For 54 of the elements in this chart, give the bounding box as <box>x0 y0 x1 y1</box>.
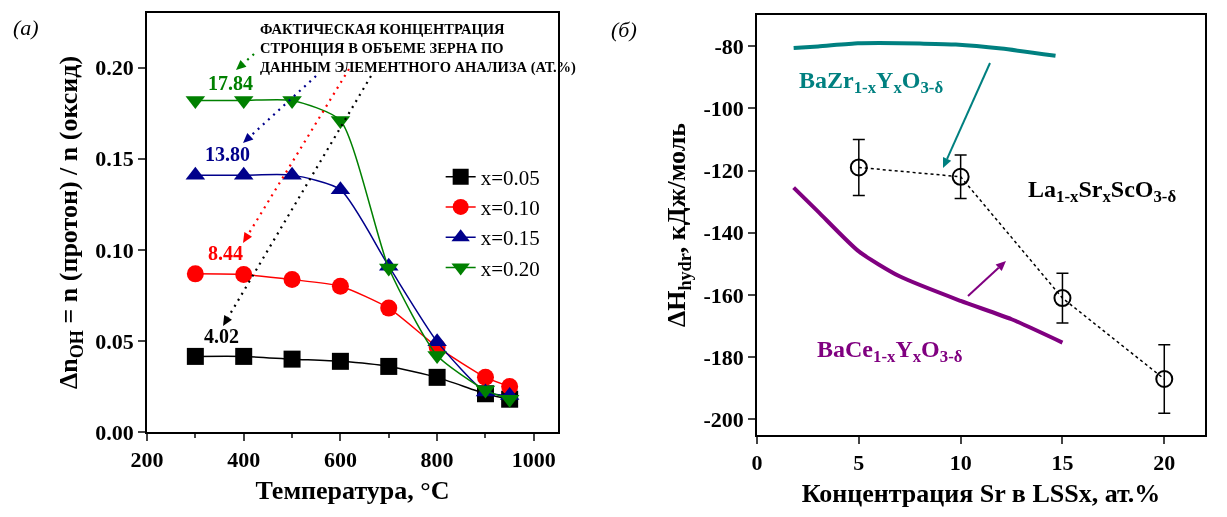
point <box>283 271 301 289</box>
annotation: 4.02 <box>204 325 239 347</box>
point <box>849 158 868 177</box>
series-label: BaZr$_{1-x}$Y$_{x}$O$_{3-δ}$ <box>799 67 944 98</box>
y-tick-label: 0.15 <box>95 146 134 172</box>
x-tick-label: 800 <box>420 447 454 473</box>
y-tick-label: 0.05 <box>95 328 134 354</box>
y-tick-label: -140 <box>703 220 744 246</box>
point <box>380 357 398 375</box>
point <box>1053 289 1072 308</box>
line-series <box>791 41 1058 58</box>
point <box>380 299 398 317</box>
text: (б) <box>611 17 637 42</box>
x-tick-label: 1000 <box>511 447 556 473</box>
point <box>186 347 204 365</box>
annotation: 8.44 <box>208 242 243 264</box>
y-tick-label: -120 <box>703 158 744 184</box>
x-axis-title: Температура, °C <box>255 476 450 506</box>
x-tick-label: 15 <box>1051 450 1074 476</box>
y-tick-label: -180 <box>703 344 744 370</box>
annotation: 13.80 <box>205 143 250 165</box>
point <box>428 368 446 386</box>
x-tick-label: 0 <box>751 450 763 476</box>
series-label: La$_{1-x}$Sr$_{x}$ScO$_{3-δ}$ <box>1028 176 1177 207</box>
y-tick-label: -100 <box>703 96 744 122</box>
series-label: BaCe$_{1-x}$Y$_{x}$O$_{3-δ}$ <box>817 336 963 367</box>
x-tick-label: 10 <box>949 450 972 476</box>
point <box>331 352 349 370</box>
point <box>476 368 494 386</box>
legend-label: x=0.05 <box>480 165 540 190</box>
y-tick-label: -80 <box>714 33 744 59</box>
legend-label: x=0.10 <box>480 196 540 221</box>
point <box>283 350 301 368</box>
y-tick-label: -160 <box>703 282 744 308</box>
x-tick-label: 600 <box>323 447 357 473</box>
x-axis-title: Концентрация Sr в LSSx, ат.% <box>801 479 1161 509</box>
legend-label: x=0.15 <box>480 226 540 251</box>
point <box>235 266 253 284</box>
y-tick-label: 0.10 <box>95 237 134 263</box>
point <box>186 265 204 283</box>
x-tick-label: 200 <box>130 447 164 473</box>
text: (a) <box>13 15 39 40</box>
point <box>951 167 970 186</box>
point <box>1155 370 1174 388</box>
y-tick-label: -200 <box>703 407 744 433</box>
annotation: 17.84 <box>208 72 253 94</box>
x-tick-label: 20 <box>1153 450 1176 476</box>
point <box>235 347 253 365</box>
y-tick-label: 0.00 <box>95 419 134 445</box>
x-tick-label: 5 <box>853 450 865 476</box>
x-tick-label: 400 <box>227 447 261 473</box>
legend-label: x=0.20 <box>480 256 540 281</box>
y-tick-label: 0.20 <box>95 55 134 81</box>
point <box>331 277 349 295</box>
